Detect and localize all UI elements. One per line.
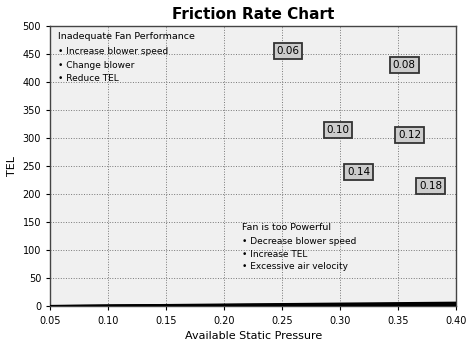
Text: Fan is too Powerful: Fan is too Powerful xyxy=(242,223,331,232)
Title: Friction Rate Chart: Friction Rate Chart xyxy=(172,7,335,22)
Text: 0.10: 0.10 xyxy=(327,125,349,135)
Text: • Change blower: • Change blower xyxy=(58,61,135,70)
Text: 0.06: 0.06 xyxy=(276,46,300,56)
Text: • Increase blower speed: • Increase blower speed xyxy=(58,47,169,56)
Text: • Reduce TEL: • Reduce TEL xyxy=(58,74,119,83)
Text: 0.14: 0.14 xyxy=(347,167,371,177)
Text: • Increase TEL: • Increase TEL xyxy=(242,250,307,259)
Text: 0.08: 0.08 xyxy=(392,60,416,70)
Text: 0.18: 0.18 xyxy=(419,181,442,191)
Text: • Excessive air velocity: • Excessive air velocity xyxy=(242,262,347,271)
Text: Inadequate Fan Performance: Inadequate Fan Performance xyxy=(58,32,195,40)
Text: 0.12: 0.12 xyxy=(398,130,421,140)
Y-axis label: TEL: TEL xyxy=(7,156,17,176)
Text: • Decrease blower speed: • Decrease blower speed xyxy=(242,237,356,246)
X-axis label: Available Static Pressure: Available Static Pressure xyxy=(185,331,322,341)
